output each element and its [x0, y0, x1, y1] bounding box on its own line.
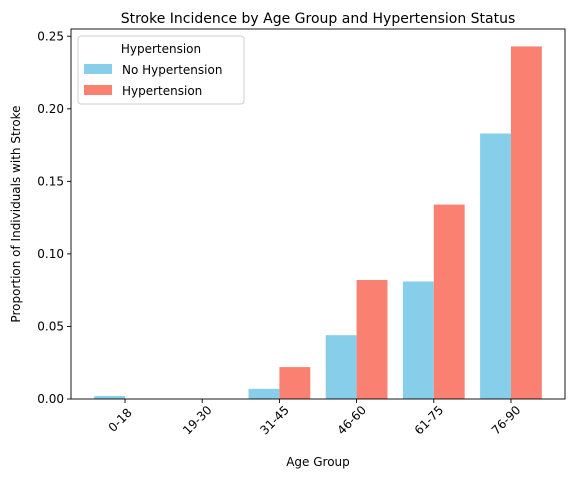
legend-label-hypertension: Hypertension — [122, 84, 202, 98]
bar-hypertension-46-60 — [356, 280, 388, 399]
x-axis-label: Age Group — [286, 455, 350, 469]
y-tick-label: 0.10 — [37, 247, 64, 261]
bar-no-hypertension-61-75 — [402, 281, 434, 399]
y-tick-label: 0.15 — [37, 174, 64, 188]
legend-swatch-hypertension — [84, 85, 112, 95]
bar-no-hypertension-46-60 — [325, 335, 357, 399]
chart-title: Stroke Incidence by Age Group and Hypert… — [121, 11, 516, 27]
bar-no-hypertension-0-18 — [94, 396, 126, 399]
x-tick-label: 0-18 — [106, 406, 135, 435]
plot-frame — [70, 28, 566, 400]
y-tick-label: 0.20 — [37, 102, 64, 116]
y-axis: 0.00 0.05 0.10 0.15 0.20 0.25 — [37, 29, 71, 406]
x-tick-label: 31-45 — [257, 403, 292, 438]
y-axis-label: Proportion of Individuals with Stroke — [9, 105, 23, 322]
bar-hypertension-61-75 — [433, 204, 465, 399]
legend-swatch-no-hypertension — [84, 64, 112, 74]
y-tick-label: 0.05 — [37, 319, 64, 333]
legend-title: Hypertension — [121, 42, 201, 56]
x-axis: 0-18 19-30 31-45 46-60 61-75 76-90 — [106, 399, 524, 438]
bar-no-hypertension-76-90 — [480, 133, 511, 399]
x-tick-label: 19-30 — [180, 403, 215, 438]
legend-frame — [77, 35, 245, 105]
legend: Hypertension No Hypertension Hypertensio… — [77, 35, 245, 105]
bars-layer — [94, 46, 542, 399]
bar-hypertension-76-90 — [510, 46, 542, 399]
x-tick-label: 46-60 — [334, 403, 369, 438]
bar-no-hypertension-31-45 — [248, 388, 280, 399]
legend-label-no-hypertension: No Hypertension — [122, 63, 222, 77]
y-tick-label: 0.00 — [37, 392, 64, 406]
y-tick-label: 0.25 — [37, 29, 64, 43]
bar-hypertension-31-45 — [279, 367, 311, 399]
x-tick-label: 61-75 — [412, 403, 447, 438]
x-tick-label: 76-90 — [489, 403, 524, 438]
